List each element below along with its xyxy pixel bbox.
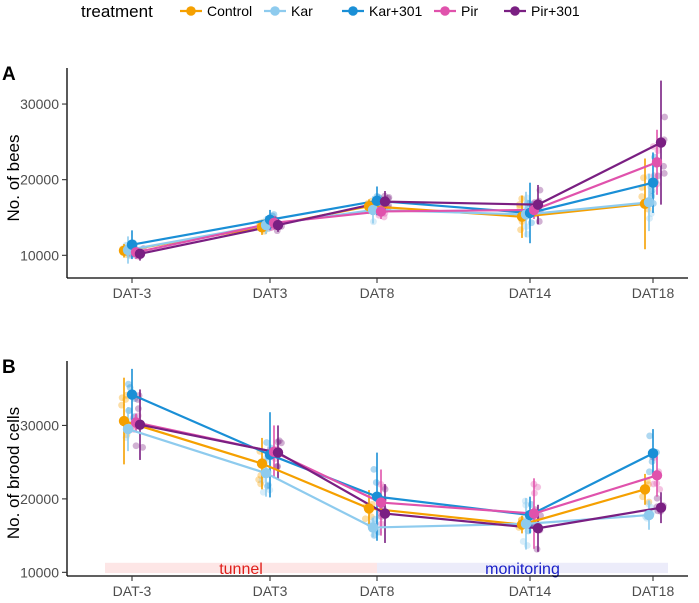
mean-point [118,415,130,427]
raw-point [660,169,668,177]
mean-point [272,447,284,458]
legend-item-kar-plus-301: Kar+301 [342,3,423,19]
legend-label: Kar [291,3,313,19]
mean-point [532,199,544,210]
y-tick-label: 10000 [20,564,59,580]
legend-key-dot [440,6,450,16]
raw-point [519,538,527,545]
raw-point [638,193,646,200]
mean-point [256,458,268,469]
mean-point [651,157,663,168]
mean-point [371,195,383,207]
raw-point [535,218,543,225]
raw-point [650,480,657,488]
legend-key-dot [270,6,280,16]
mean-point [367,522,379,533]
legend-key-dot [186,6,196,16]
mean-point [651,470,663,481]
raw-point [528,219,535,227]
mean-point [647,177,659,188]
raw-point [646,432,654,440]
raw-point [132,442,140,450]
panel-a-label: A [2,64,16,85]
legend-title: treatment [81,2,153,21]
x-tick-label: DAT8 [360,285,395,301]
mean-point [126,389,138,400]
x-tick-label: DAT8 [360,583,395,599]
mean-point [639,484,651,495]
panel-a: A No. of bees 10000 20000 30000 DAT-3 DAT3 DA… [2,64,688,301]
mean-point [272,219,284,231]
mean-point [379,196,391,207]
legend-label: Control [207,3,252,19]
band-label-monitoring: monitoring [485,561,560,578]
mean-point [520,518,532,530]
mean-point [134,419,146,430]
mean-point [122,423,134,435]
mean-point [643,197,655,208]
legend-key-dot [348,6,358,16]
mean-point [379,508,391,519]
y-tick-label: 30000 [20,417,59,433]
raw-point [361,515,369,523]
y-tick-label: 20000 [20,491,59,507]
x-tick-label: DAT14 [509,285,552,301]
x-tick-label: DAT14 [509,583,552,599]
raw-point [656,486,664,493]
x-tick-label: DAT18 [632,285,675,301]
legend-item-pir-plus-301: Pir+301 [504,3,580,19]
band-tunnel [105,562,377,574]
mean-point [375,206,387,217]
legend-label: Pir+301 [531,3,580,19]
series-line-kar [127,201,650,252]
mean-point [134,248,146,259]
series-line-pir-plus-301 [139,141,662,255]
raw-point [263,439,271,446]
raw-point [660,162,667,170]
legend-item-pir: Pir [434,3,478,19]
legend-key-dot [510,6,520,16]
mean-point [260,467,272,479]
mean-point [363,503,375,514]
x-tick-label: DAT-3 [113,583,152,599]
raw-point [125,380,132,388]
legend-item-control: Control [180,3,252,19]
mean-point [655,137,667,148]
legend: treatment Control Kar Kar+301 Pir Pir+301 [81,2,580,21]
mean-point [643,509,655,521]
panel-b-label: B [2,357,16,378]
x-tick-label: DAT-3 [113,285,152,301]
x-tick-label: DAT18 [632,583,675,599]
mean-point [528,508,540,519]
legend-item-kar: Kar [264,3,313,19]
panel-a-ylabel: No. of bees [4,135,23,222]
raw-point [523,194,531,202]
mean-point [647,448,659,459]
band-label-tunnel: tunnel [219,561,263,578]
raw-point [255,476,263,484]
mean-point [375,497,387,508]
mean-point [367,204,379,216]
band-monitoring [377,562,668,574]
raw-point [661,113,669,121]
legend-label: Kar+301 [369,3,423,19]
raw-point [259,488,267,496]
mean-point [532,523,544,534]
raw-point [370,465,378,473]
raw-point [139,443,147,451]
y-tick-label: 10000 [20,247,59,263]
x-tick-label: DAT3 [253,583,288,599]
y-tick-label: 20000 [20,172,59,188]
x-tick-label: DAT3 [253,285,288,301]
raw-point [645,468,653,476]
raw-point [653,494,661,502]
legend-label: Pir [461,3,478,19]
raw-point [534,483,542,491]
panel-b-ylabel: No. of brood cells [4,407,23,539]
mean-point [655,502,667,513]
panel-b: B No. of brood cells tunnel monitoring 100… [2,357,688,599]
raw-point [278,439,285,447]
y-tick-label: 30000 [20,96,59,112]
